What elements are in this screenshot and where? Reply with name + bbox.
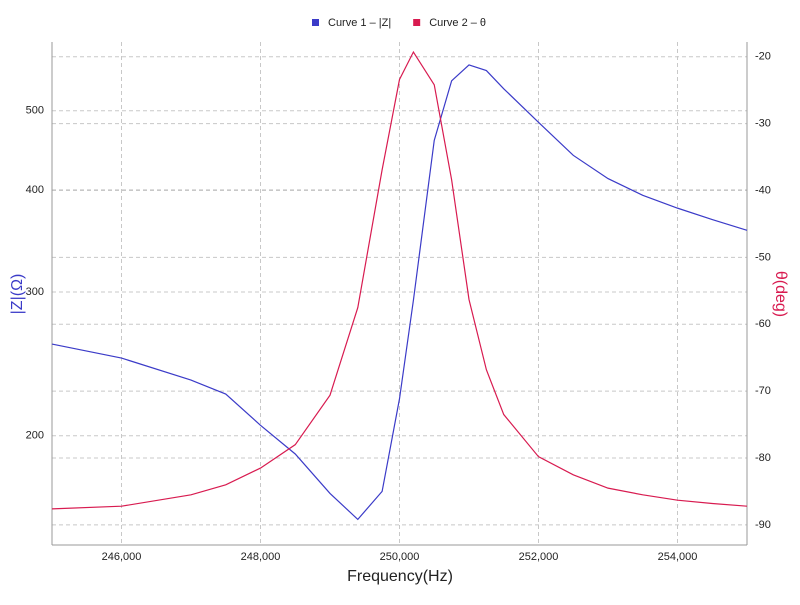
legend-label: Curve 1 – |Z| bbox=[328, 17, 391, 29]
y2-tick-label: -60 bbox=[755, 318, 771, 330]
x-tick-label: 248,000 bbox=[241, 551, 281, 563]
legend-swatch bbox=[312, 19, 319, 26]
legend-label: Curve 2 – θ bbox=[429, 17, 486, 29]
y-tick-label: 200 bbox=[26, 430, 44, 442]
y2-tick-label: -70 bbox=[755, 385, 771, 397]
y2-tick-label: -40 bbox=[755, 184, 771, 196]
x-tick-label: 252,000 bbox=[519, 551, 559, 563]
y2-tick-label: -30 bbox=[755, 118, 771, 130]
x-axis-title: Frequency(Hz) bbox=[347, 568, 453, 585]
y2-axis-title: θ(deg) bbox=[772, 271, 789, 317]
y-axis-title: |Z|(Ω) bbox=[9, 274, 26, 315]
data-line bbox=[51, 50, 748, 510]
x-tick-label: 250,000 bbox=[380, 551, 420, 563]
y2-tick-label: -90 bbox=[755, 519, 771, 531]
y-tick-label: 500 bbox=[26, 105, 44, 117]
y2-tick-label: -50 bbox=[755, 251, 771, 263]
y-tick-label: 300 bbox=[26, 286, 44, 298]
y-tick-label: 400 bbox=[26, 184, 44, 196]
x-tick-label: 246,000 bbox=[102, 551, 142, 563]
x-tick-label: 254,000 bbox=[658, 551, 698, 563]
y2-tick-label: -80 bbox=[755, 452, 771, 464]
data-line bbox=[51, 64, 748, 521]
legend-swatch bbox=[413, 19, 421, 26]
y2-tick-label: -20 bbox=[755, 51, 771, 63]
